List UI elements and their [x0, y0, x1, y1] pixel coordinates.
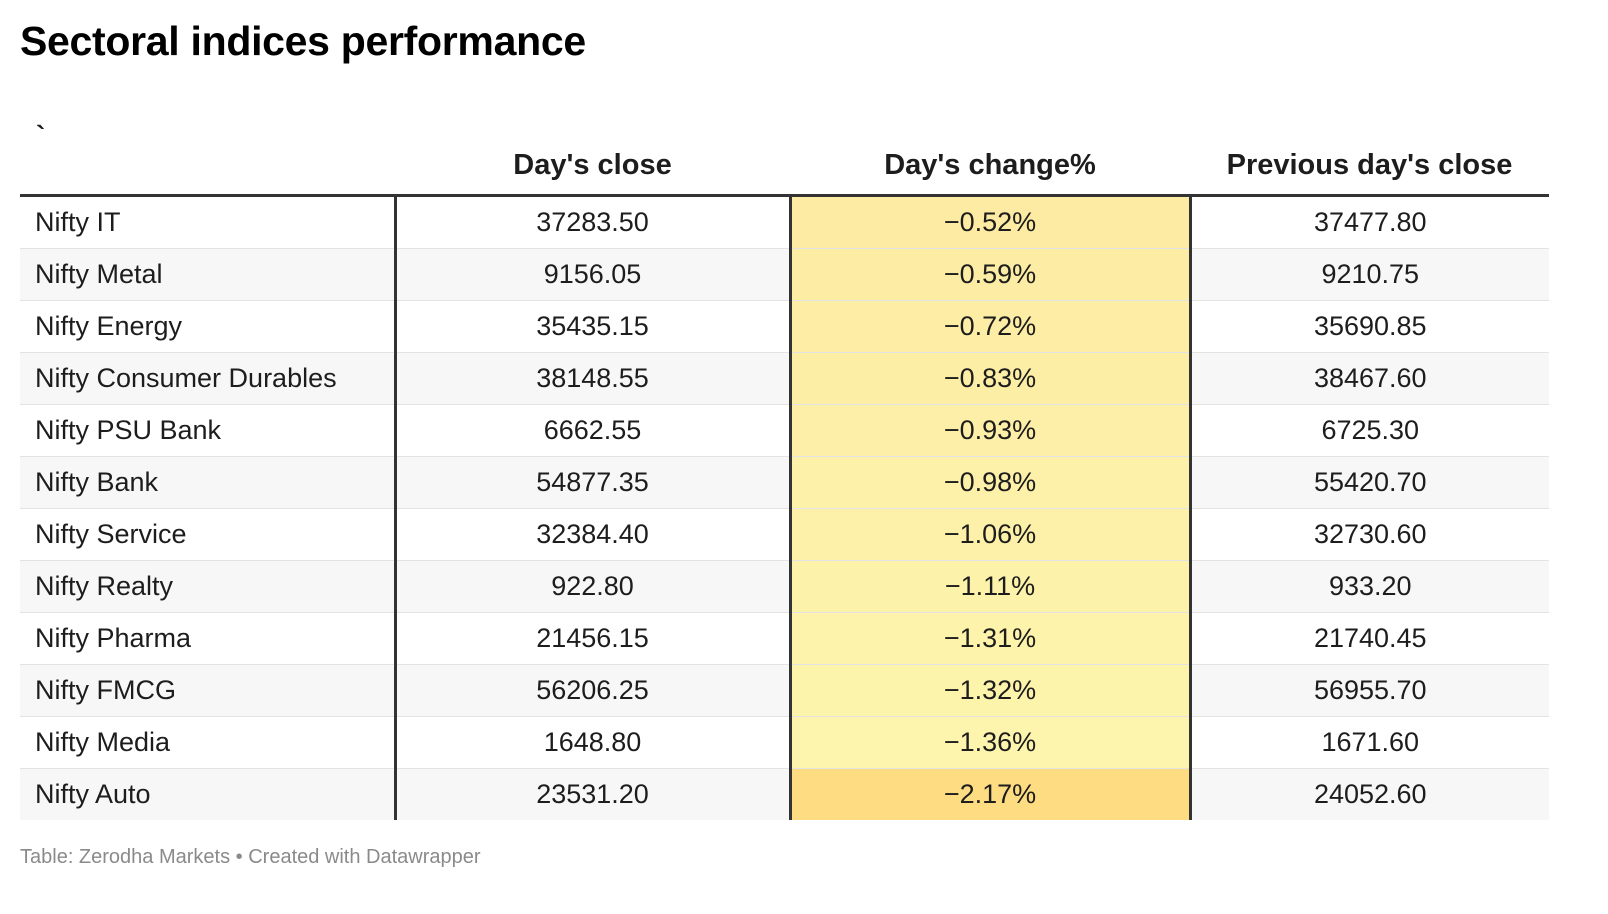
table-row: Nifty Consumer Durables 38148.55 −0.83% 384…	[20, 352, 1549, 405]
index-name-cell: Nifty Bank	[20, 456, 395, 509]
previous-close-cell: 21740.45	[1190, 612, 1549, 665]
days-change-cell: −0.72%	[788, 300, 1192, 353]
index-name-cell: Nifty Metal	[20, 248, 395, 301]
previous-close-cell: 38467.60	[1190, 352, 1549, 405]
chart-title: Sectoral indices performance	[20, 18, 586, 64]
previous-close-cell: 24052.60	[1190, 768, 1549, 820]
index-name-cell: Nifty Media	[20, 716, 395, 769]
days-close-cell: 37283.50	[393, 195, 790, 249]
table-row: Nifty Pharma 21456.15 −1.31% 21740.45	[20, 612, 1549, 665]
index-name-cell: Nifty Realty	[20, 560, 395, 613]
table-row: Nifty Service 32384.40 −1.06% 32730.60	[20, 508, 1549, 561]
days-change-cell: −1.36%	[788, 716, 1192, 769]
days-close-cell: 21456.15	[393, 612, 790, 665]
previous-close-cell: 55420.70	[1190, 456, 1549, 509]
days-close-cell: 922.80	[393, 560, 790, 613]
index-name-cell: Nifty PSU Bank	[20, 404, 395, 457]
days-close-cell: 35435.15	[393, 300, 790, 353]
index-name-cell: Nifty IT	[20, 195, 395, 249]
days-close-cell: 6662.55	[393, 404, 790, 457]
previous-close-cell: 37477.80	[1190, 195, 1549, 249]
index-name-cell: Nifty Energy	[20, 300, 395, 353]
table-row: Nifty Bank 54877.35 −0.98% 55420.70	[20, 456, 1549, 509]
index-name-cell: Nifty Consumer Durables	[20, 352, 395, 405]
index-name-cell: Nifty Pharma	[20, 612, 395, 665]
column-header-previous-close[interactable]: Previous day's close	[1190, 100, 1549, 197]
table-body: Nifty IT 37283.50 −0.52% 37477.80 Nifty Meta…	[20, 195, 1549, 820]
days-change-cell: −1.31%	[788, 612, 1192, 665]
column-header-days-change[interactable]: Day's change%	[790, 100, 1190, 197]
index-name-cell: Nifty Service	[20, 508, 395, 561]
previous-close-cell: 933.20	[1190, 560, 1549, 613]
days-change-cell: −0.83%	[788, 352, 1192, 405]
previous-close-cell: 1671.60	[1190, 716, 1549, 769]
previous-close-cell: 32730.60	[1190, 508, 1549, 561]
table-row: Nifty Metal 9156.05 −0.59% 9210.75	[20, 248, 1549, 301]
days-change-cell: −0.59%	[788, 248, 1192, 301]
days-change-cell: −1.32%	[788, 664, 1192, 717]
source-footer: Table: Zerodha Markets • Created with Da…	[20, 846, 481, 868]
table-row: Nifty Realty 922.80 −1.11% 933.20	[20, 560, 1549, 613]
table-row: Nifty PSU Bank 6662.55 −0.93% 6725.30	[20, 404, 1549, 457]
days-change-cell: −0.98%	[788, 456, 1192, 509]
previous-close-cell: 56955.70	[1190, 664, 1549, 717]
days-change-cell: −0.52%	[788, 195, 1192, 249]
days-close-cell: 9156.05	[393, 248, 790, 301]
days-close-cell: 23531.20	[393, 768, 790, 820]
column-header-days-close[interactable]: Day's close	[395, 100, 790, 197]
days-change-cell: −2.17%	[788, 768, 1192, 820]
table-row: Nifty IT 37283.50 −0.52% 37477.80	[20, 195, 1549, 249]
index-name-cell: Nifty FMCG	[20, 664, 395, 717]
days-close-cell: 1648.80	[393, 716, 790, 769]
table-header-row: ` Day's close Day's change% Previous day…	[20, 100, 1549, 197]
days-close-cell: 32384.40	[393, 508, 790, 561]
days-close-cell: 56206.25	[393, 664, 790, 717]
index-name-cell: Nifty Auto	[20, 768, 395, 820]
previous-close-cell: 35690.85	[1190, 300, 1549, 353]
column-header-index[interactable]: `	[20, 100, 395, 197]
table-row: Nifty Energy 35435.15 −0.72% 35690.85	[20, 300, 1549, 353]
days-change-cell: −1.06%	[788, 508, 1192, 561]
previous-close-cell: 9210.75	[1190, 248, 1549, 301]
table-row: Nifty FMCG 56206.25 −1.32% 56955.70	[20, 664, 1549, 717]
days-close-cell: 54877.35	[393, 456, 790, 509]
days-change-cell: −0.93%	[788, 404, 1192, 457]
previous-close-cell: 6725.30	[1190, 404, 1549, 457]
days-close-cell: 38148.55	[393, 352, 790, 405]
table-row: Nifty Auto 23531.20 −2.17% 24052.60	[20, 768, 1549, 820]
table-row: Nifty Media 1648.80 −1.36% 1671.60	[20, 716, 1549, 769]
sector-table: ` Day's close Day's change% Previous day…	[20, 100, 1549, 820]
days-change-cell: −1.11%	[788, 560, 1192, 613]
